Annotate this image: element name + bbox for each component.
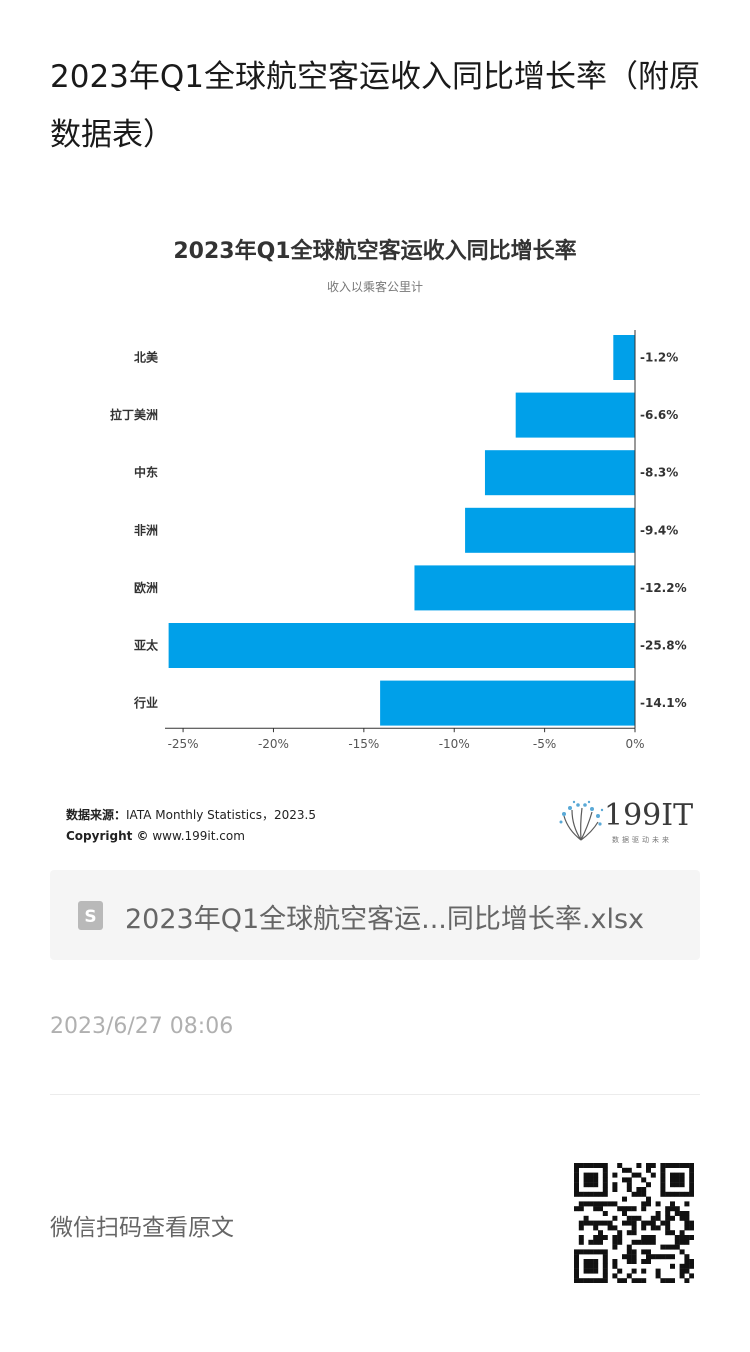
bar xyxy=(168,623,635,668)
bar xyxy=(515,392,635,438)
bar xyxy=(414,565,635,611)
category-label: 非洲 xyxy=(134,522,158,537)
bar xyxy=(484,450,635,496)
brand-name: 199IT xyxy=(604,798,694,833)
chart-image[interactable]: 2023年Q1全球航空客运收入同比增长率 收入以乘客公里计 北美 -1.2% 拉丁美… xyxy=(50,220,700,850)
value-label: -6.6% xyxy=(640,408,678,422)
category-label: 拉丁美洲 xyxy=(110,407,158,422)
x-tick-label: 0% xyxy=(625,737,644,751)
data-source: 数据来源：IATA Monthly Statistics，2023.5 Copy… xyxy=(66,805,316,847)
source-text: IATA Monthly Statistics，2023.5 xyxy=(126,808,316,822)
svg-text:S: S xyxy=(84,907,96,927)
x-tick-label: -5% xyxy=(533,737,556,751)
dandelion-logo-icon xyxy=(559,800,604,841)
file-name: 2023年Q1全球航空客运...同比增长率.xlsx xyxy=(125,904,644,935)
bar-chart: 2023年Q1全球航空客运收入同比增长率 收入以乘客公里计 北美 -1.2% 拉丁美… xyxy=(110,238,687,751)
bar xyxy=(613,335,635,380)
value-label: -12.2% xyxy=(640,581,687,595)
x-tick-label: -25% xyxy=(168,737,199,751)
bar xyxy=(380,680,635,726)
copyright-label: Copyright © xyxy=(66,829,149,843)
divider xyxy=(50,1094,700,1095)
value-label: -14.1% xyxy=(640,696,687,710)
qr-scan-label: 微信扫码查看原文 xyxy=(50,1215,234,1241)
source-label: 数据来源： xyxy=(66,808,127,822)
article-title: 2023年Q1全球航空客运收入同比增长率（附原数据表） xyxy=(50,59,701,153)
value-label: -8.3% xyxy=(640,466,678,480)
spreadsheet-file-icon: S xyxy=(78,901,103,930)
chart-title: 2023年Q1全球航空客运收入同比增长率 xyxy=(173,238,576,264)
value-label: -9.4% xyxy=(640,523,678,537)
chart-subtitle: 收入以乘客公里计 xyxy=(327,279,423,294)
qr-code[interactable] xyxy=(574,1163,694,1283)
category-label: 中东 xyxy=(134,465,158,480)
category-label: 欧洲 xyxy=(134,580,158,595)
attachment-file-card[interactable]: S 2023年Q1全球航空客运...同比增长率.xlsx xyxy=(50,870,700,960)
publish-timestamp: 2023/6/27 08:06 xyxy=(50,1014,234,1039)
category-label: 行业 xyxy=(133,695,158,710)
category-label: 亚太 xyxy=(134,638,159,653)
brand-logo: 199IT 数据驱动未来 xyxy=(558,798,693,848)
x-tick-label: -20% xyxy=(258,737,289,751)
value-label: -1.2% xyxy=(640,351,678,365)
brand-slogan: 数据驱动未来 xyxy=(612,836,672,844)
x-tick-label: -10% xyxy=(439,737,470,751)
value-label: -25.8% xyxy=(640,639,687,653)
copyright-text: www.199it.com xyxy=(148,829,245,843)
bar xyxy=(465,507,635,553)
x-tick-label: -15% xyxy=(348,737,379,751)
category-label: 北美 xyxy=(134,350,159,365)
